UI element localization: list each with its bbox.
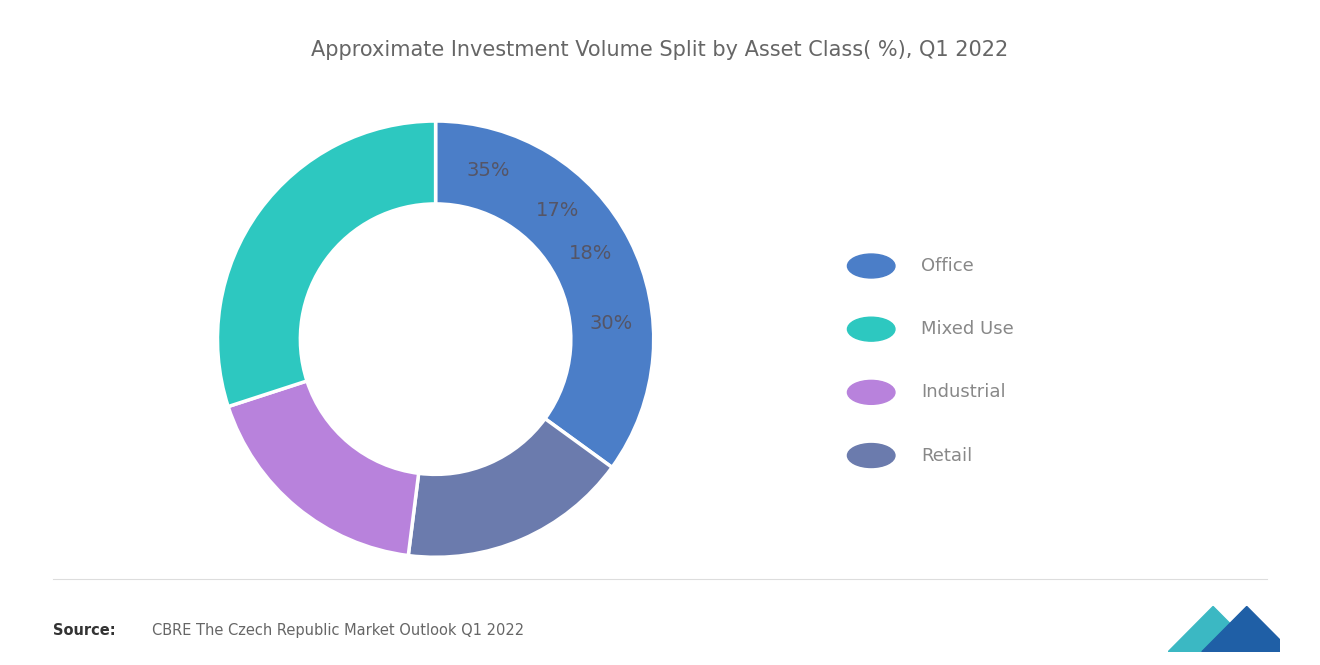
Polygon shape — [1168, 606, 1258, 652]
Wedge shape — [436, 121, 653, 467]
Text: 17%: 17% — [536, 201, 579, 221]
Polygon shape — [1201, 606, 1291, 652]
Text: 18%: 18% — [569, 244, 611, 263]
Text: CBRE The Czech Republic Market Outlook Q1 2022: CBRE The Czech Republic Market Outlook Q… — [152, 623, 524, 638]
Text: 30%: 30% — [590, 315, 634, 333]
Text: Office: Office — [921, 257, 974, 275]
Text: Mixed Use: Mixed Use — [921, 320, 1014, 338]
Wedge shape — [408, 419, 612, 557]
Text: 35%: 35% — [467, 161, 511, 180]
Text: Industrial: Industrial — [921, 383, 1006, 402]
Wedge shape — [228, 381, 418, 555]
Text: Source:: Source: — [53, 623, 115, 638]
Text: Retail: Retail — [921, 446, 973, 465]
Text: Approximate Investment Volume Split by Asset Class( %), Q1 2022: Approximate Investment Volume Split by A… — [312, 40, 1008, 60]
Wedge shape — [218, 121, 436, 406]
